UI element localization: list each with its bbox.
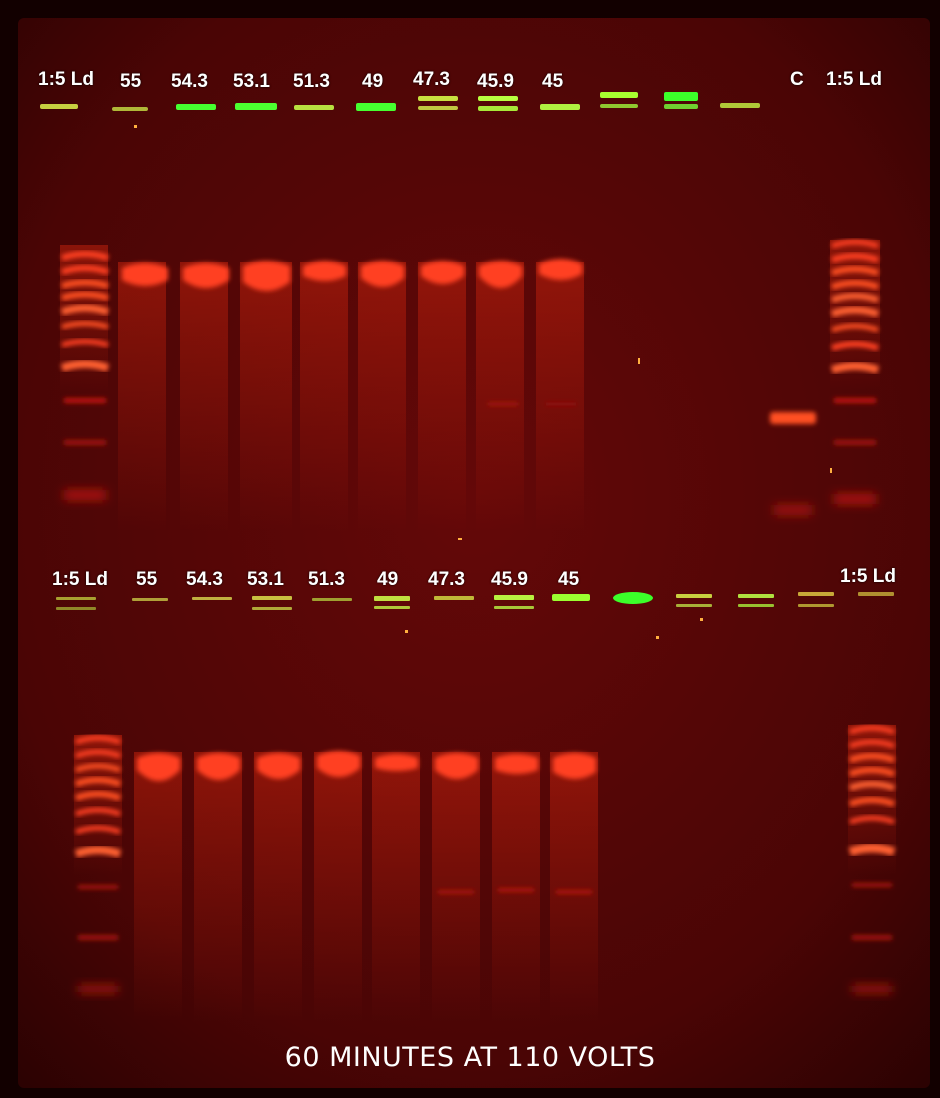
bottom-sample-lanes [134, 751, 598, 1022]
bottom-label-lane-51-3: 51.3 [308, 569, 345, 590]
run-conditions-caption: 60 MINUTES AT 110 VOLTS [284, 1042, 656, 1073]
top-label-ladder-left: 1:5 Ld [38, 69, 94, 90]
top-label-control: C [790, 69, 804, 90]
bottom-label-ladder-right: 1:5 Ld [840, 566, 896, 587]
top-label-lane-47-3: 47.3 [413, 69, 450, 90]
bottom-row-wells [56, 592, 894, 610]
bottom-label-lane-49: 49 [377, 569, 399, 590]
top-label-lane-55: 55 [120, 71, 142, 92]
bottom-ladder-left [74, 735, 122, 993]
bottom-label-lane-53-1: 53.1 [247, 569, 284, 590]
bottom-ladder-right [848, 725, 896, 993]
top-label-lane-45: 45 [542, 71, 564, 92]
top-label-ladder-right: 1:5 Ld [826, 69, 882, 90]
bottom-label-ladder-left: 1:5 Ld [52, 569, 108, 590]
top-label-lane-51-3: 51.3 [293, 71, 330, 92]
top-label-lane-53-1: 53.1 [233, 71, 270, 92]
top-label-lane-54-3: 54.3 [171, 71, 208, 92]
top-row-wells [40, 92, 760, 111]
top-label-lane-45-9: 45.9 [477, 71, 514, 92]
top-ladder-right [830, 239, 880, 504]
bottom-label-lane-54-3: 54.3 [186, 569, 223, 590]
bottom-label-lane-55: 55 [136, 569, 158, 590]
bottom-label-lane-45: 45 [558, 569, 580, 590]
top-ladder-left [60, 245, 110, 500]
top-label-lane-49: 49 [362, 71, 384, 92]
top-control-lane [770, 412, 816, 515]
bottom-label-lane-47-3: 47.3 [428, 569, 465, 590]
bottom-label-lane-45-9: 45.9 [491, 569, 528, 590]
gel-specks [134, 125, 832, 639]
top-sample-lanes [118, 259, 584, 532]
